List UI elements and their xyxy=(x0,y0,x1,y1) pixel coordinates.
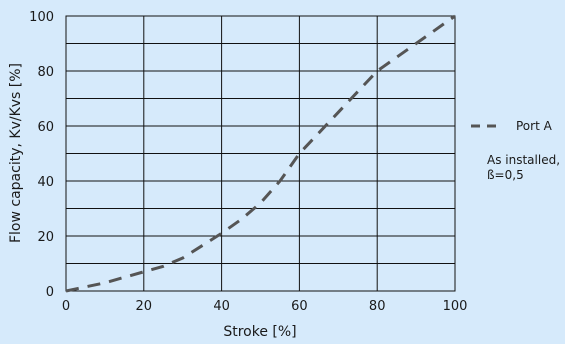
x-tick-label: 100 xyxy=(443,299,468,314)
y-tick-label: 40 xyxy=(37,175,54,190)
y-tick-label: 60 xyxy=(37,120,54,135)
x-tick-labels: 0 20 40 60 80 100 xyxy=(62,299,468,314)
x-tick-label: 20 xyxy=(136,299,153,314)
x-axis-label: Stroke [%] xyxy=(223,324,296,340)
plot-border xyxy=(65,15,456,292)
x-tick-label: 40 xyxy=(213,299,230,314)
y-axis-label: Flow capacity, Kv/Kvs [%] xyxy=(8,63,24,243)
x-tick-label: 60 xyxy=(291,299,308,314)
annotation-line-2: ß=0,5 xyxy=(487,168,524,182)
y-tick-label: 0 xyxy=(46,285,54,300)
series-line-port-a xyxy=(65,14,456,293)
annotation-line-1: As installed, xyxy=(487,153,560,167)
legend-label-port-a: Port A xyxy=(516,119,553,133)
y-tick-label: 100 xyxy=(29,10,54,25)
x-tick-label: 0 xyxy=(62,299,70,314)
x-tick-label: 80 xyxy=(369,299,386,314)
grid xyxy=(65,15,456,292)
y-tick-label: 20 xyxy=(37,230,54,245)
y-tick-label: 80 xyxy=(37,65,54,80)
y-tick-labels: 0 20 40 60 80 100 xyxy=(29,10,54,300)
